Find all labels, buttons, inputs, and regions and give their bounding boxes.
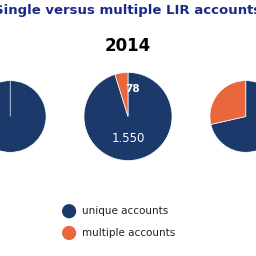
Text: 1.550: 1.550 bbox=[111, 132, 145, 145]
Wedge shape bbox=[0, 81, 46, 152]
Wedge shape bbox=[211, 81, 256, 152]
Circle shape bbox=[63, 205, 76, 218]
Text: unique accounts: unique accounts bbox=[82, 206, 168, 216]
Wedge shape bbox=[210, 81, 246, 124]
Text: 2014: 2014 bbox=[105, 37, 151, 55]
Text: multiple accounts: multiple accounts bbox=[82, 228, 175, 238]
Circle shape bbox=[63, 227, 76, 239]
Wedge shape bbox=[115, 72, 128, 116]
Text: Single versus multiple LIR accounts: Single versus multiple LIR accounts bbox=[0, 4, 256, 17]
Wedge shape bbox=[84, 72, 172, 161]
Text: 78: 78 bbox=[125, 84, 140, 94]
